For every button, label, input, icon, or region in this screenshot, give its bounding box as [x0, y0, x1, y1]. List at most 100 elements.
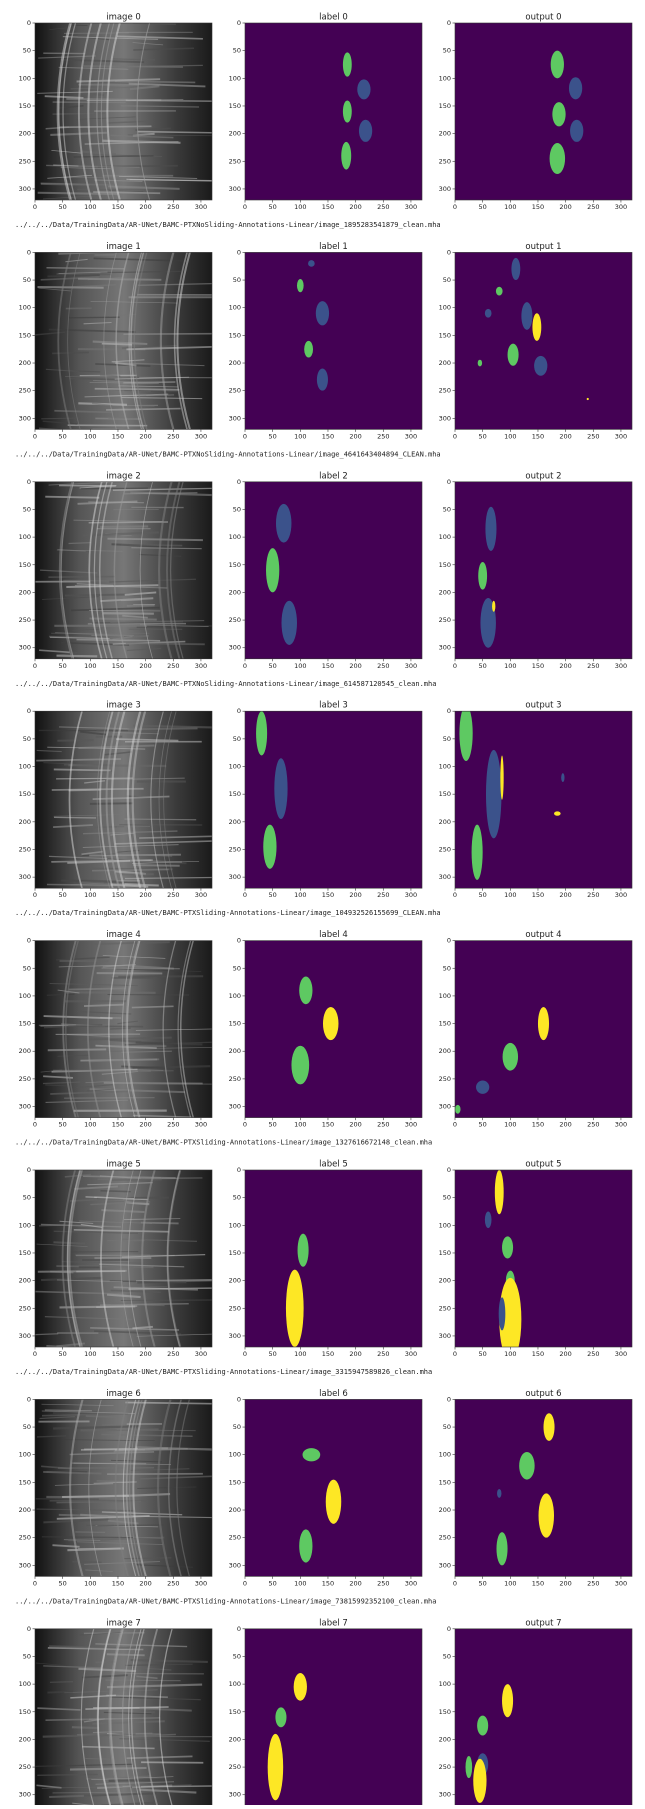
segment-blob: [485, 1211, 492, 1228]
x-tick-label: 0: [33, 1121, 37, 1129]
y-tick-label: 150: [439, 1708, 451, 1716]
file-path: ../../../Data/TrainingData/AR-UNet/BAMC-…: [15, 1368, 432, 1376]
segment-blob: [317, 369, 328, 391]
y-tick-label: 50: [23, 276, 31, 284]
y-tick-label: 100: [439, 763, 451, 771]
x-tick-label: 100: [294, 203, 306, 211]
segment-blob: [495, 1170, 504, 1214]
segment-blob: [499, 1297, 506, 1330]
x-tick-label: 50: [59, 432, 67, 440]
segment-blob: [282, 601, 297, 645]
y-tick-label: 150: [229, 1708, 241, 1716]
x-tick-label: 50: [269, 891, 277, 899]
y-tick-label: 0: [27, 19, 31, 27]
panel-title: label 0: [319, 13, 348, 23]
x-tick-label: 0: [243, 1579, 247, 1587]
y-tick-label: 0: [27, 1166, 31, 1174]
y-tick-label: 250: [229, 1304, 241, 1312]
y-tick-label: 150: [439, 102, 451, 110]
y-tick-label: 200: [229, 359, 241, 367]
y-tick-label: 250: [19, 1304, 31, 1312]
y-tick-label: 50: [443, 505, 451, 513]
y-tick-label: 0: [27, 1395, 31, 1403]
x-tick-label: 0: [453, 891, 457, 899]
image-bg: [455, 1399, 632, 1576]
y-tick-label: 100: [439, 533, 451, 541]
x-tick-label: 200: [559, 1579, 571, 1587]
y-tick-label: 250: [439, 616, 451, 624]
y-tick-label: 200: [229, 1506, 241, 1514]
y-tick-label: 50: [233, 735, 241, 743]
x-tick-label: 0: [33, 891, 37, 899]
texture: [102, 968, 180, 969]
segment-blob: [569, 77, 582, 99]
y-tick-label: 0: [27, 248, 31, 256]
x-tick-label: 200: [349, 662, 361, 670]
y-tick-label: 150: [439, 1249, 451, 1257]
y-tick-label: 100: [19, 1451, 31, 1459]
file-path: ../../../Data/TrainingData/AR-UNet/BAMC-…: [15, 1597, 436, 1605]
y-tick-label: 200: [439, 588, 451, 596]
x-tick-label: 150: [322, 1579, 334, 1587]
segment-blob: [511, 258, 520, 280]
x-tick-label: 50: [479, 1350, 487, 1358]
texture: [47, 1692, 72, 1693]
y-tick-label: 200: [19, 818, 31, 826]
segment-blob: [587, 398, 589, 400]
x-tick-label: 150: [322, 203, 334, 211]
panel: output 100505010010015015020020025025030…: [439, 242, 632, 441]
x-tick-label: 150: [532, 662, 544, 670]
segment-blob: [502, 1236, 513, 1258]
y-tick-label: 250: [439, 157, 451, 165]
x-tick-label: 100: [84, 662, 96, 670]
texture: [127, 605, 155, 606]
panel: label 7005050100100150150200200250250300…: [229, 1618, 422, 1805]
x-tick-label: 200: [139, 891, 151, 899]
panel-title: label 4: [319, 930, 348, 940]
y-tick-label: 300: [439, 1103, 451, 1111]
panel: label 1005050100100150150200200250250300…: [229, 242, 422, 441]
x-tick-label: 150: [532, 891, 544, 899]
y-tick-label: 50: [233, 1194, 241, 1202]
y-tick-label: 50: [233, 505, 241, 513]
texture: [124, 819, 196, 820]
y-tick-label: 200: [19, 1506, 31, 1514]
segmentation-map: [455, 706, 632, 889]
x-tick-label: 100: [504, 1579, 516, 1587]
x-tick-label: 200: [559, 662, 571, 670]
segment-blob: [299, 977, 312, 1005]
segment-blob: [485, 507, 496, 551]
x-tick-label: 200: [559, 891, 571, 899]
result-row: image 7005050100100150150200200250250300…: [19, 1618, 632, 1805]
segment-blob: [275, 1707, 286, 1727]
panel-title: label 7: [319, 1618, 348, 1628]
y-tick-label: 200: [439, 818, 451, 826]
texture: [56, 1266, 153, 1267]
texture: [48, 577, 115, 578]
file-path: ../../../Data/TrainingData/AR-UNet/BAMC-…: [15, 909, 441, 917]
y-tick-label: 300: [229, 644, 241, 652]
segment-blob: [298, 1234, 309, 1267]
panel: label 3005050100100150150200200250250300…: [229, 701, 422, 900]
panel-title: label 1: [319, 242, 348, 252]
x-tick-label: 200: [349, 1579, 361, 1587]
y-tick-label: 300: [229, 873, 241, 881]
panel-title: image 6: [106, 1389, 141, 1399]
texture: [45, 1410, 92, 1411]
segment-blob: [503, 1043, 518, 1071]
segment-blob: [256, 711, 267, 755]
x-tick-label: 300: [615, 662, 627, 670]
segment-blob: [496, 287, 503, 296]
y-tick-label: 250: [439, 387, 451, 395]
y-tick-label: 250: [19, 845, 31, 853]
x-tick-label: 150: [322, 1350, 334, 1358]
x-tick-label: 300: [195, 1350, 207, 1358]
x-tick-label: 150: [112, 1350, 124, 1358]
x-tick-label: 100: [294, 891, 306, 899]
segment-blob: [554, 811, 561, 815]
segmentation-map: [245, 23, 422, 200]
x-tick-label: 150: [532, 1579, 544, 1587]
panel-title: label 5: [319, 1160, 348, 1170]
segment-blob: [472, 825, 483, 880]
segment-blob: [477, 1716, 488, 1736]
